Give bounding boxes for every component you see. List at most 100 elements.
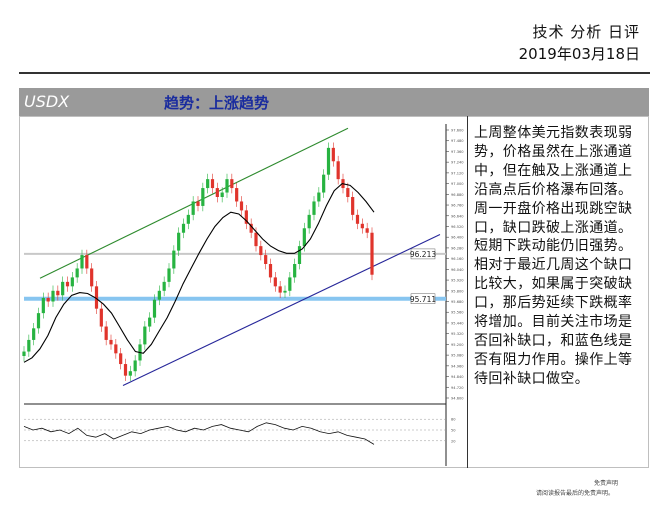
candle-body — [51, 290, 55, 302]
candle-body — [65, 281, 70, 287]
candle-body — [123, 364, 128, 376]
candle-body — [293, 264, 297, 278]
candle-body — [215, 188, 219, 197]
candle-body — [264, 255, 268, 264]
lower-channel-line — [122, 234, 441, 386]
y-tick-label: 97.240 — [451, 161, 464, 165]
candle-body — [143, 326, 147, 345]
candle-body — [220, 192, 224, 197]
y-tick-label: 96.040 — [451, 268, 464, 272]
candle-body — [360, 223, 364, 229]
candle-body — [370, 232, 374, 275]
candle-body — [259, 246, 263, 256]
report-date: 2019年03月18日 — [518, 45, 640, 63]
y-tick-label: 97.000 — [451, 182, 464, 186]
instrument-symbol: USDX — [24, 92, 70, 111]
candle-body — [225, 179, 229, 193]
disclaimer-title: 免责声明 — [594, 480, 619, 487]
candle-body — [114, 344, 118, 354]
candle-body — [22, 351, 26, 357]
candle-body — [355, 214, 360, 224]
y-tick-label: 97.480 — [451, 139, 464, 143]
candle-body — [191, 201, 195, 215]
level-label-box — [410, 248, 436, 260]
candle-body — [201, 188, 205, 206]
candle-body — [27, 339, 31, 352]
y-tick-label: 95.320 — [451, 332, 464, 336]
commentary-text: 上周整体美元指数表现弱势，价格虽然在上涨通道中，但在触及上涨通道上沿高点后价格瀑… — [474, 125, 633, 387]
candle-body — [326, 147, 331, 175]
candle-body — [346, 188, 350, 197]
y-tick-label: 97.360 — [451, 150, 464, 154]
candle-body — [99, 308, 103, 327]
panel-divider — [467, 116, 468, 468]
candle-body — [244, 210, 248, 224]
y-tick-label: 95.680 — [451, 300, 464, 304]
y-tick-label: 94.720 — [451, 386, 464, 390]
candle-body — [56, 290, 60, 296]
candle-body — [128, 371, 132, 376]
candle-body — [351, 197, 355, 215]
candle-body — [181, 223, 186, 233]
candle-body — [235, 188, 239, 202]
candle-body — [104, 326, 108, 340]
candle-body — [288, 277, 292, 291]
y-tick-label: 95.440 — [451, 321, 464, 325]
candle-body — [172, 250, 176, 269]
candle-body — [148, 317, 152, 327]
candle-body — [36, 313, 41, 329]
candle-body — [75, 268, 79, 278]
candle-body — [336, 161, 340, 180]
candle-body — [312, 201, 316, 215]
candle-body — [278, 286, 282, 293]
candle-body — [249, 223, 253, 233]
candle-body — [41, 297, 45, 314]
candle-body — [365, 228, 369, 233]
level-label: 95.711 — [410, 295, 436, 304]
y-tick-label: 97.120 — [451, 171, 464, 175]
candle-body — [297, 246, 302, 264]
candle-body — [94, 286, 99, 309]
oscillator-line — [23, 422, 375, 445]
candle-body — [32, 328, 36, 340]
candle-body — [307, 214, 311, 229]
y-tick-label: 95.080 — [451, 354, 464, 358]
candle-body — [283, 290, 287, 293]
oscillator-level-label: 20 — [451, 439, 456, 443]
y-tick-label: 96.280 — [451, 246, 464, 250]
title-band: USDX 趋势：上涨趋势 — [19, 88, 649, 116]
y-tick-label: 96.400 — [451, 236, 464, 240]
candle-body — [186, 214, 190, 224]
y-tick-label: 96.160 — [451, 257, 464, 261]
candle-body — [331, 147, 335, 162]
candle-body — [152, 299, 157, 318]
candle-body — [206, 179, 210, 189]
candle-body — [302, 228, 306, 247]
candle-body — [167, 268, 171, 282]
y-tick-label: 95.920 — [451, 279, 464, 283]
level-label-box — [410, 293, 436, 305]
header-rule — [19, 72, 650, 74]
y-tick-label: 94.600 — [451, 397, 464, 401]
candle-body — [162, 281, 166, 291]
y-tick-label: 97.600 — [451, 129, 464, 133]
candle-body — [322, 174, 326, 193]
y-tick-label: 95.800 — [451, 289, 464, 293]
y-tick-label: 96.520 — [451, 225, 464, 229]
oscillator-level-label: 50 — [451, 429, 456, 433]
candle-body — [85, 255, 89, 269]
disclaimer-note: 请阅读报告最后的免责声明。 — [536, 490, 615, 497]
level-label: 96.213 — [410, 250, 436, 259]
candle-body — [109, 339, 113, 345]
candle-body — [90, 268, 94, 287]
candle-body — [80, 255, 84, 269]
content-panel — [19, 116, 649, 468]
trend-label: 趋势：上涨趋势 — [164, 94, 270, 112]
y-tick-label: 95.200 — [451, 343, 464, 347]
report-type: 技术 分析 日评 — [532, 23, 640, 41]
candle-body — [61, 281, 65, 296]
candle-body — [177, 232, 181, 251]
candle-body — [317, 192, 321, 202]
candle-body — [46, 297, 50, 302]
